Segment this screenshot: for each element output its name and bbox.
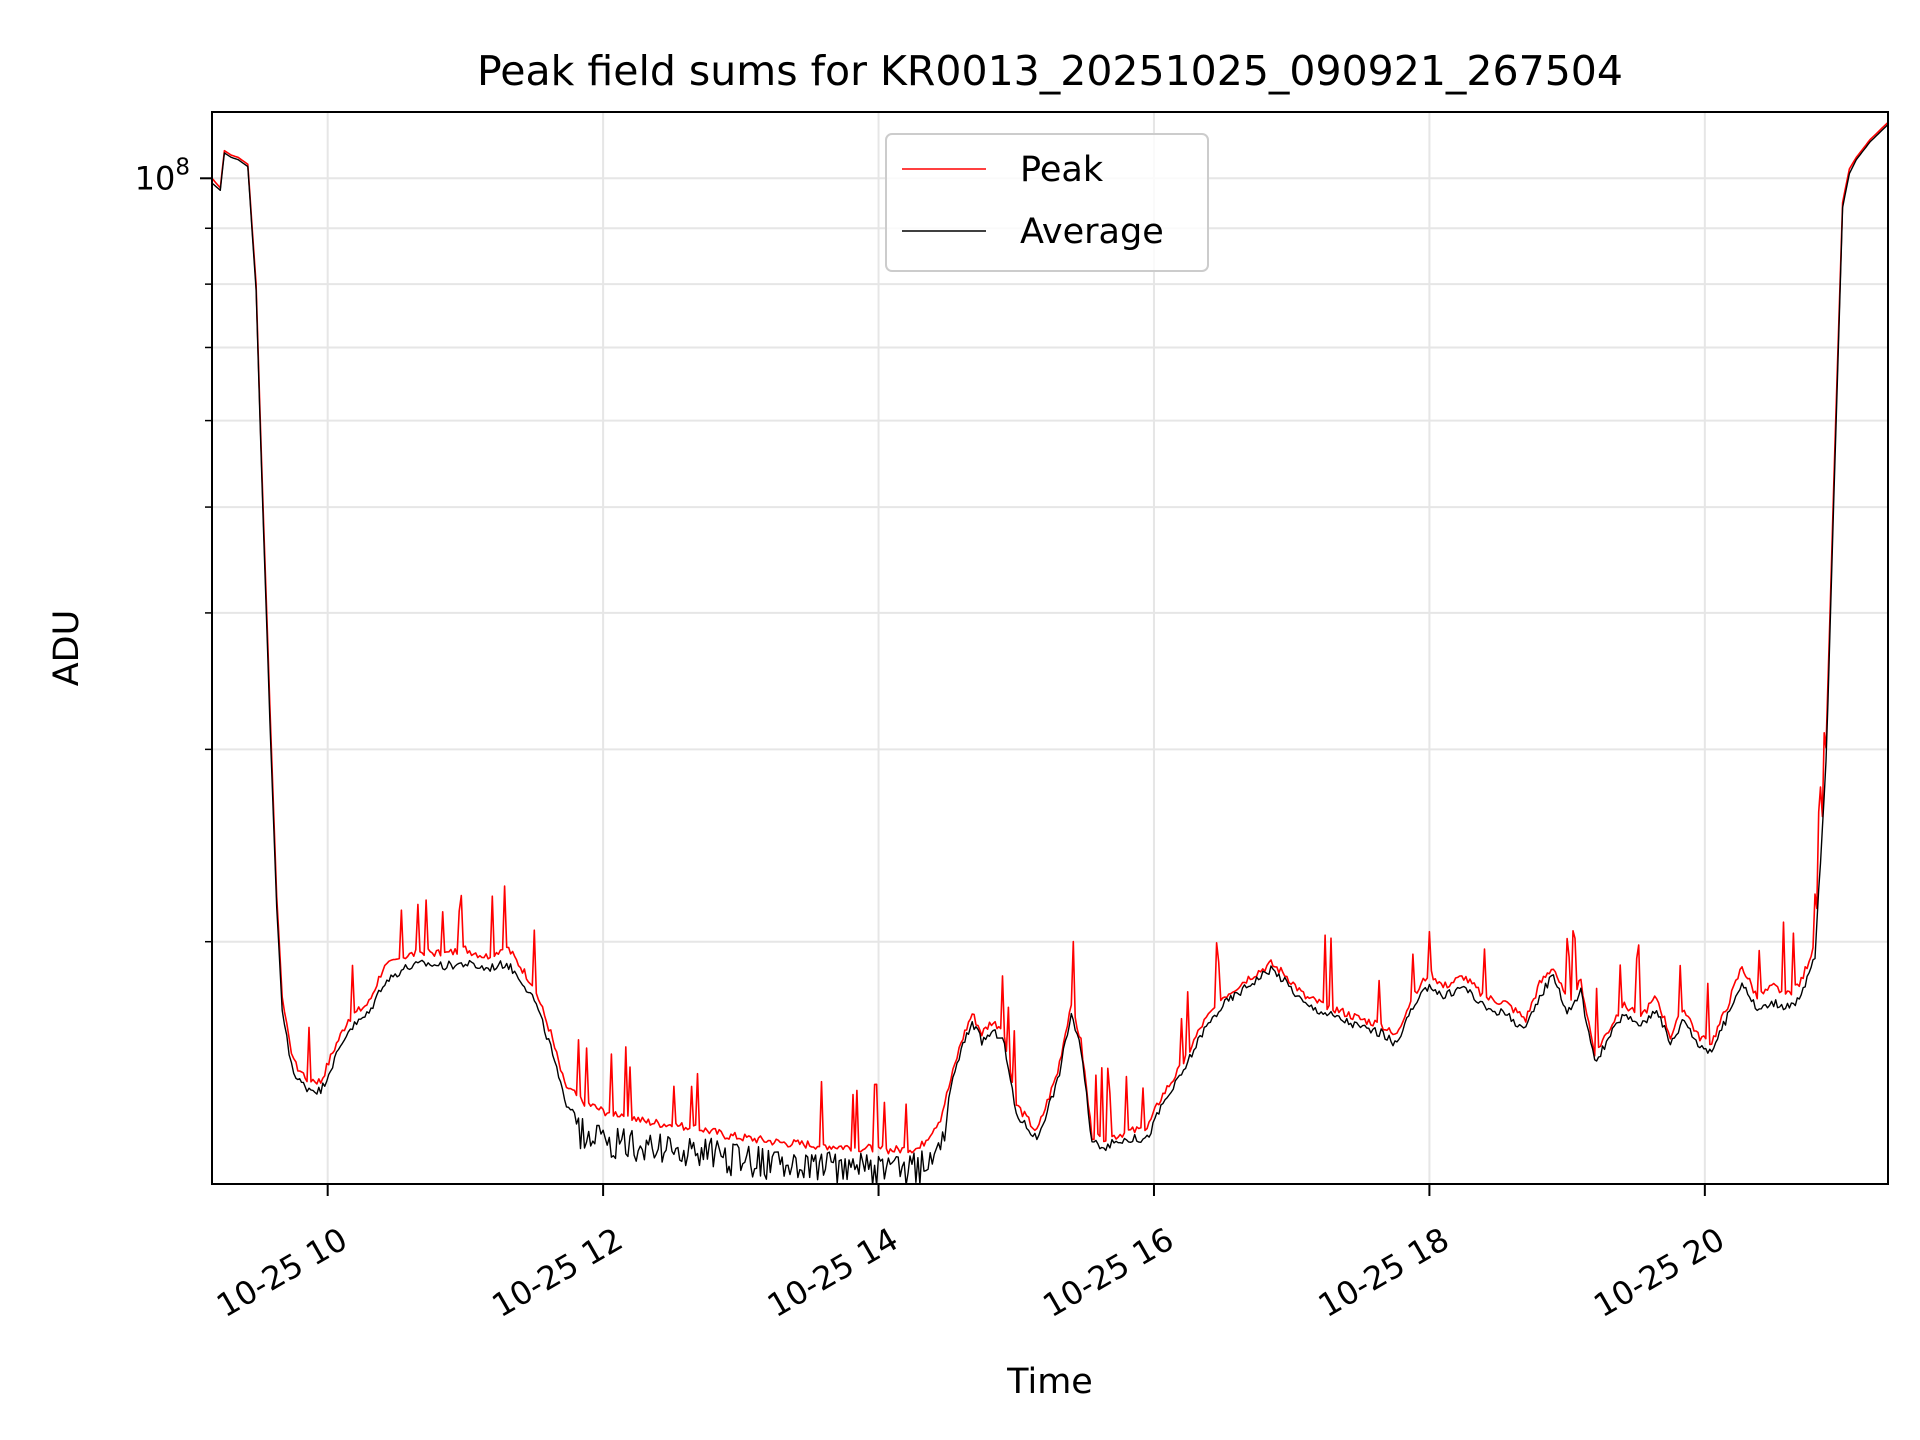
series-line-peak	[212, 121, 1888, 1155]
series-line-average	[212, 124, 1888, 1184]
y-tick-exponent: 8	[175, 154, 190, 180]
chart-title: Peak field sums for KR0013_20251025_0909…	[477, 47, 1623, 95]
plot-frame	[211, 111, 1889, 1185]
x-axis-label: Time	[1006, 1362, 1093, 1402]
plot-lines	[212, 121, 1888, 1184]
y-axis-label: ADU	[47, 610, 87, 687]
legend-label-peak: Peak	[1020, 150, 1104, 190]
grid	[212, 112, 1888, 1184]
legend: Peak Average	[885, 133, 1209, 272]
legend-label-average: Average	[1020, 212, 1164, 252]
